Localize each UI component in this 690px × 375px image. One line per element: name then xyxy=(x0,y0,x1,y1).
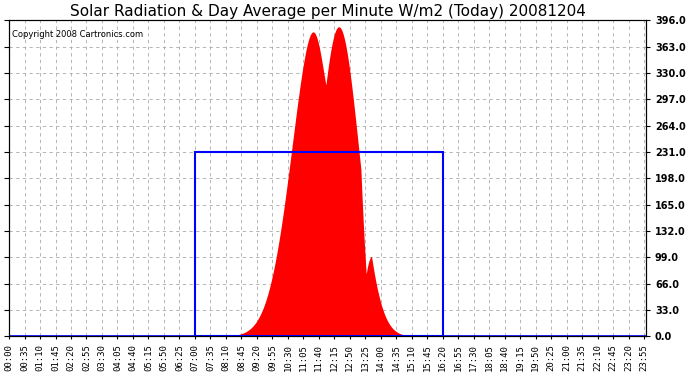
Title: Solar Radiation & Day Average per Minute W/m2 (Today) 20081204: Solar Radiation & Day Average per Minute… xyxy=(70,4,585,19)
Text: Copyright 2008 Cartronics.com: Copyright 2008 Cartronics.com xyxy=(12,30,144,39)
Bar xyxy=(195,152,443,336)
